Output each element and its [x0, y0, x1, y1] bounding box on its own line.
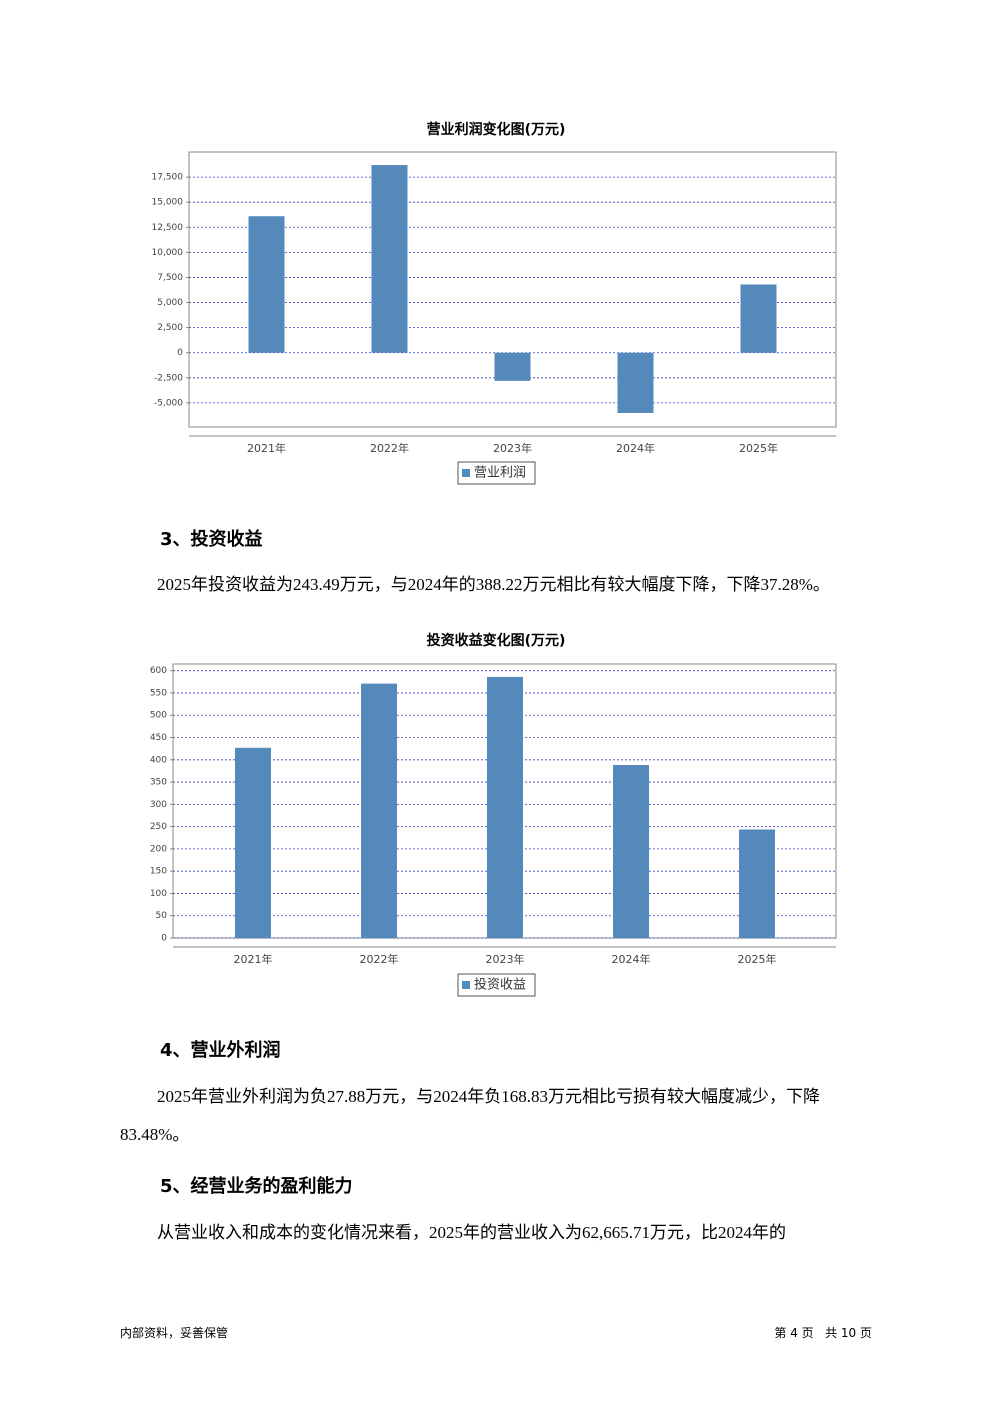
bar	[235, 747, 271, 938]
y-tick-label: 10,000	[152, 248, 184, 258]
y-tick-label: 300	[150, 800, 167, 810]
footer-right: 第 4 页 共 10 页	[774, 1326, 872, 1340]
x-tick-label: 2022年	[360, 952, 399, 966]
y-tick-label: 0	[161, 934, 167, 944]
y-tick-label: 2,500	[157, 323, 183, 333]
x-tick-label: 2023年	[486, 952, 525, 966]
y-tick-label: 150	[150, 867, 167, 877]
y-tick-label: 250	[150, 822, 167, 832]
y-tick-label: 0	[177, 348, 183, 358]
bar	[617, 352, 654, 413]
legend-swatch	[462, 981, 470, 989]
paragraph: 2025年营业外利润为负27.88万元，与2024年负168.83万元相比亏损有…	[120, 1087, 820, 1144]
bar	[487, 676, 523, 938]
bar	[613, 765, 649, 938]
x-tick-label: 2025年	[739, 441, 778, 455]
legend-box	[457, 461, 536, 485]
plot-area	[188, 151, 837, 428]
y-tick-label: -2,500	[154, 373, 183, 383]
y-tick-label: 500	[150, 711, 167, 721]
y-tick-label: 200	[150, 844, 167, 854]
chart-title: 投资收益变化图(万元)	[427, 632, 566, 649]
legend-box	[457, 973, 536, 997]
bar	[739, 829, 775, 938]
y-tick-label: 350	[150, 778, 167, 788]
heading: 3、投资收益	[160, 529, 263, 550]
x-tick-label: 2025年	[738, 952, 777, 966]
y-tick-label: -5,000	[154, 398, 183, 408]
x-tick-label: 2021年	[247, 441, 286, 455]
y-tick-label: 15,000	[152, 198, 184, 208]
bar	[740, 284, 777, 353]
x-tick-label: 2022年	[370, 441, 409, 455]
y-tick-label: 400	[150, 755, 167, 765]
y-tick-label: 600	[150, 666, 167, 676]
x-tick-label: 2021年	[234, 952, 273, 966]
y-tick-label: 50	[156, 911, 168, 921]
paragraph: 从营业收入和成本的变化情况来看，2025年的营业收入为62,665.71万元，比…	[157, 1223, 786, 1242]
bar	[248, 216, 285, 353]
paragraph: 2025年投资收益为243.49万元，与2024年的388.22万元相比有较大幅…	[157, 575, 830, 594]
heading: 5、经营业务的盈利能力	[160, 1176, 353, 1197]
legend-label: 投资收益	[474, 977, 526, 993]
y-tick-label: 7,500	[157, 273, 183, 283]
legend-label: 营业利润	[474, 466, 526, 481]
bar	[361, 683, 397, 938]
x-tick-label: 2023年	[493, 441, 532, 455]
y-tick-label: 550	[150, 688, 167, 698]
x-tick-label: 2024年	[612, 952, 651, 966]
legend-swatch	[462, 469, 470, 477]
y-tick-label: 450	[150, 733, 167, 743]
y-tick-label: 17,500	[152, 173, 184, 183]
y-tick-label: 12,500	[152, 223, 184, 233]
bar	[494, 352, 531, 381]
x-tick-label: 2024年	[616, 441, 655, 455]
heading: 4、营业外利润	[160, 1040, 281, 1061]
chart-title: 营业利润变化图(万元)	[427, 121, 566, 138]
y-tick-label: 100	[150, 889, 167, 899]
y-tick-label: 5,000	[157, 298, 183, 308]
bar	[371, 165, 408, 353]
footer-left: 内部资料，妥善保管	[120, 1326, 229, 1340]
